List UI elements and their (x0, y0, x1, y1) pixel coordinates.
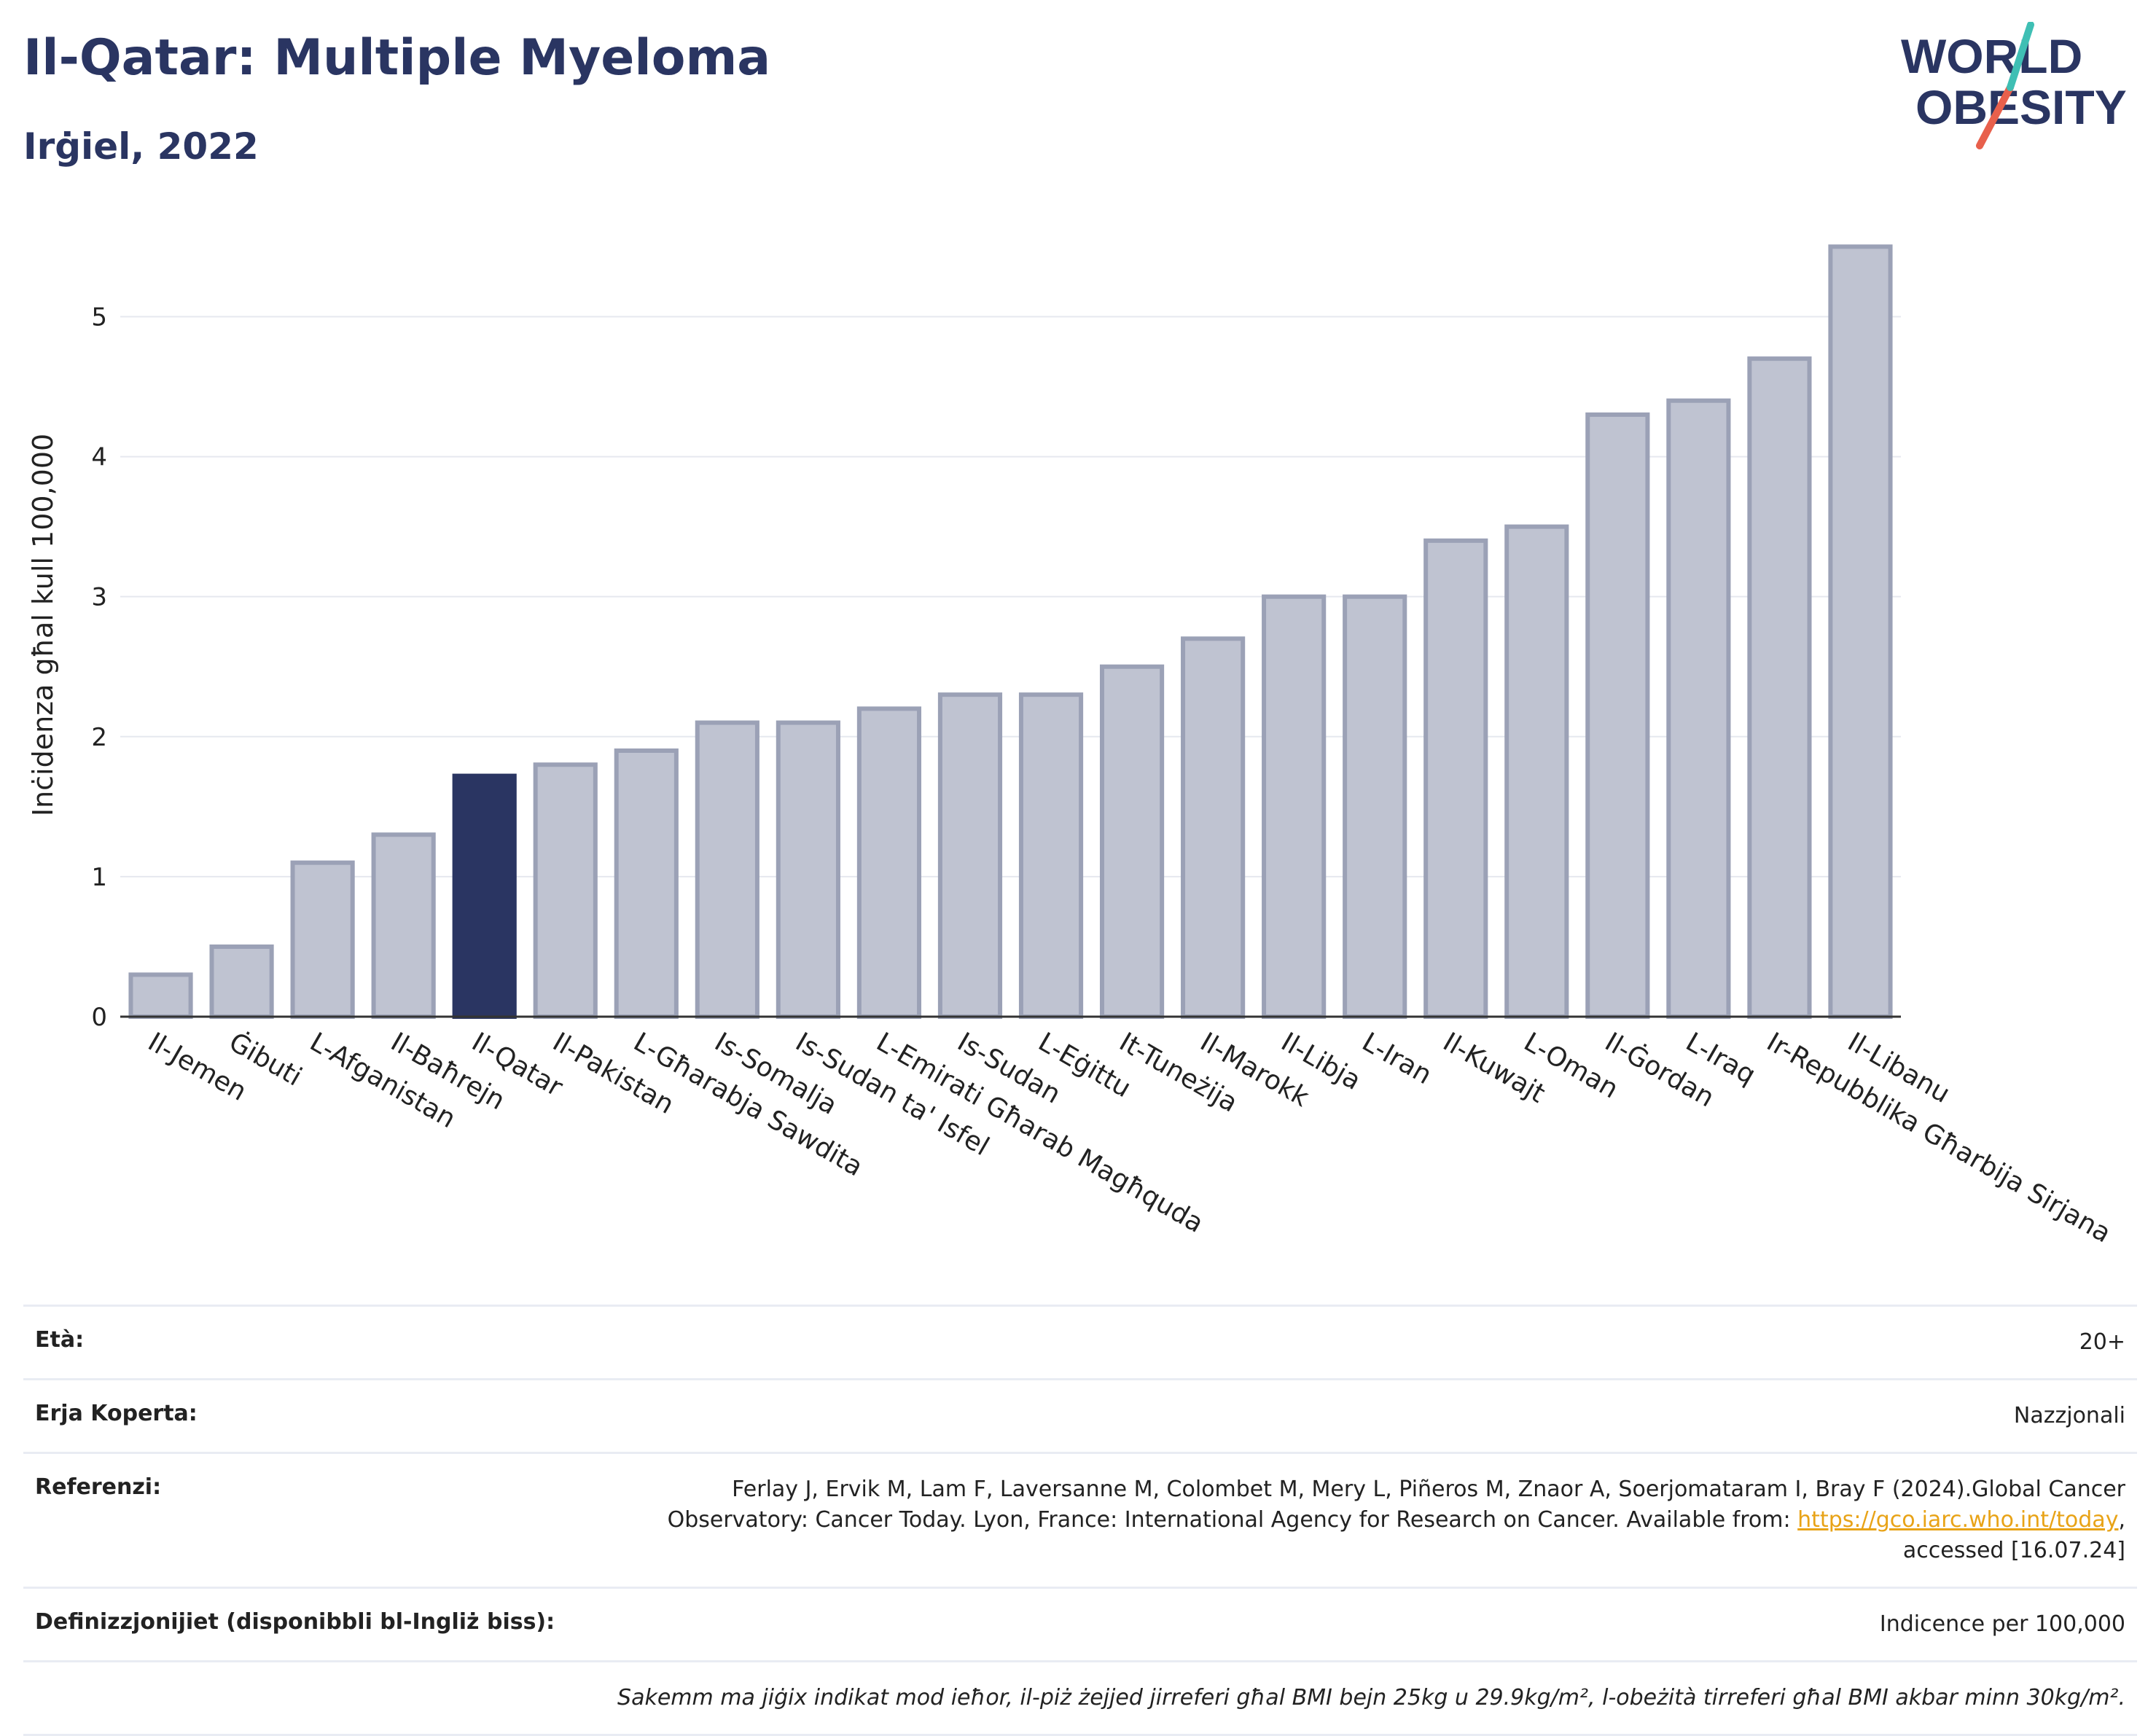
y-tick-label: 5 (91, 302, 107, 332)
bar-15 (1343, 594, 1407, 1019)
bar-7 (695, 720, 759, 1019)
x-tick-label: L-Iran (1357, 1027, 1437, 1090)
bar-8 (776, 720, 840, 1019)
references-text-2: , accessed [16.07.24] (1902, 1507, 2125, 1563)
bar-16 (1423, 538, 1488, 1019)
note-text: Sakemm ma jiġix indikat mod ieħor, il-pi… (617, 1685, 2125, 1710)
logo-line1: WORLD (1901, 29, 2082, 83)
age-label: Età: (35, 1327, 85, 1353)
page-subtitle: Irġiel, 2022 (23, 125, 259, 168)
area-label: Erja Koperta: (35, 1401, 198, 1426)
bar-10 (937, 692, 1003, 1019)
bar-9 (856, 706, 922, 1019)
bar-19 (1666, 398, 1731, 1019)
bar-11 (1018, 692, 1084, 1019)
y-tick-label: 4 (91, 443, 107, 472)
x-tick-label: Ir-Repubblika Għarbija Sirjana (1762, 1027, 2116, 1248)
y-tick-label: 1 (91, 863, 107, 892)
references-text-1: Ferlay J, Ervik M, Lam F, Laversanne M, … (667, 1477, 2125, 1533)
y-axis-label: Inċidenza għal kull 100,000 (27, 434, 59, 816)
bar-18 (1585, 412, 1650, 1019)
bar-14 (1262, 594, 1327, 1019)
bar-6 (614, 748, 679, 1019)
y-tick-label: 3 (91, 583, 107, 612)
bar-0 (128, 972, 193, 1019)
info-table: Età: 20+ Erja Koperta: Nazzjonali Refere… (23, 1305, 2137, 1736)
bar-3 (371, 832, 436, 1020)
references-link[interactable]: https://gco.iarc.who.int/today (1797, 1507, 2119, 1533)
bar-2 (290, 860, 355, 1019)
definitions-value: Indicence per 100,000 (1879, 1611, 2125, 1637)
page-title: Il-Qatar: Multiple Myeloma (23, 29, 771, 87)
world-obesity-logo: WORLD OBESITY (1901, 22, 2127, 149)
area-row: Erja Koperta: Nazzjonali (23, 1378, 2137, 1452)
area-value: Nazzjonali (2013, 1403, 2125, 1428)
references-value: Ferlay J, Ervik M, Lam F, Laversanne M, … (631, 1474, 2125, 1566)
bar-21 (1828, 244, 1893, 1020)
age-row: Età: 20+ (23, 1305, 2137, 1378)
bar-20 (1747, 356, 1812, 1019)
age-value: 20+ (2079, 1329, 2125, 1355)
note-row: Sakemm ma jiġix indikat mod ieħor, il-pi… (23, 1660, 2137, 1736)
bar-13 (1181, 636, 1246, 1019)
definitions-label: Definizzjonijiet (disponibbli bl-Ingliż … (35, 1609, 555, 1635)
bar-4 (452, 773, 517, 1020)
logo-line2: OBESITY (1915, 80, 2127, 134)
y-tick-label: 0 (91, 1003, 107, 1032)
logo-slash-red (1976, 84, 2014, 149)
bar-1 (209, 944, 274, 1020)
bar-17 (1504, 524, 1569, 1019)
definitions-row: Definizzjonijiet (disponibbli bl-Ingliż … (23, 1587, 2137, 1660)
y-tick-label: 2 (91, 723, 107, 752)
logo-slash-teal (2007, 22, 2034, 91)
bar-5 (533, 762, 598, 1020)
references-label: Referenzi: (35, 1474, 162, 1500)
bar-12 (1099, 664, 1165, 1019)
references-row: Referenzi: Ferlay J, Ervik M, Lam F, Lav… (23, 1452, 2137, 1587)
